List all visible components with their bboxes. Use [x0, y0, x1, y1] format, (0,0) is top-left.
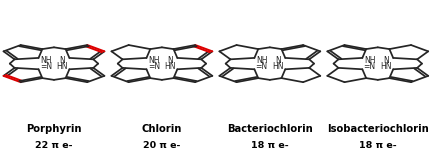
Text: HN: HN	[164, 62, 176, 71]
Text: Porphyrin: Porphyrin	[26, 124, 82, 134]
Text: N: N	[167, 56, 173, 65]
Text: HN: HN	[380, 62, 392, 71]
Text: NH: NH	[364, 56, 375, 65]
Text: HN: HN	[272, 62, 284, 71]
Text: NH: NH	[256, 56, 268, 65]
Text: =N: =N	[40, 62, 52, 71]
Text: HN: HN	[56, 62, 68, 71]
Text: N: N	[383, 56, 389, 65]
Text: N: N	[59, 56, 65, 65]
Text: 18 π e-: 18 π e-	[251, 141, 289, 150]
Text: 22 π e-: 22 π e-	[35, 141, 73, 150]
Text: Bacteriochlorin: Bacteriochlorin	[227, 124, 313, 134]
Text: 20 π e-: 20 π e-	[143, 141, 180, 150]
Text: =N: =N	[148, 62, 160, 71]
Text: Isobacteriochlorin: Isobacteriochlorin	[327, 124, 429, 134]
Text: 18 π e-: 18 π e-	[359, 141, 396, 150]
Text: Chlorin: Chlorin	[142, 124, 182, 134]
Text: NH: NH	[148, 56, 160, 65]
Text: =N: =N	[363, 62, 376, 71]
Text: NH: NH	[40, 56, 51, 65]
Text: =N: =N	[256, 62, 268, 71]
Text: N: N	[275, 56, 281, 65]
